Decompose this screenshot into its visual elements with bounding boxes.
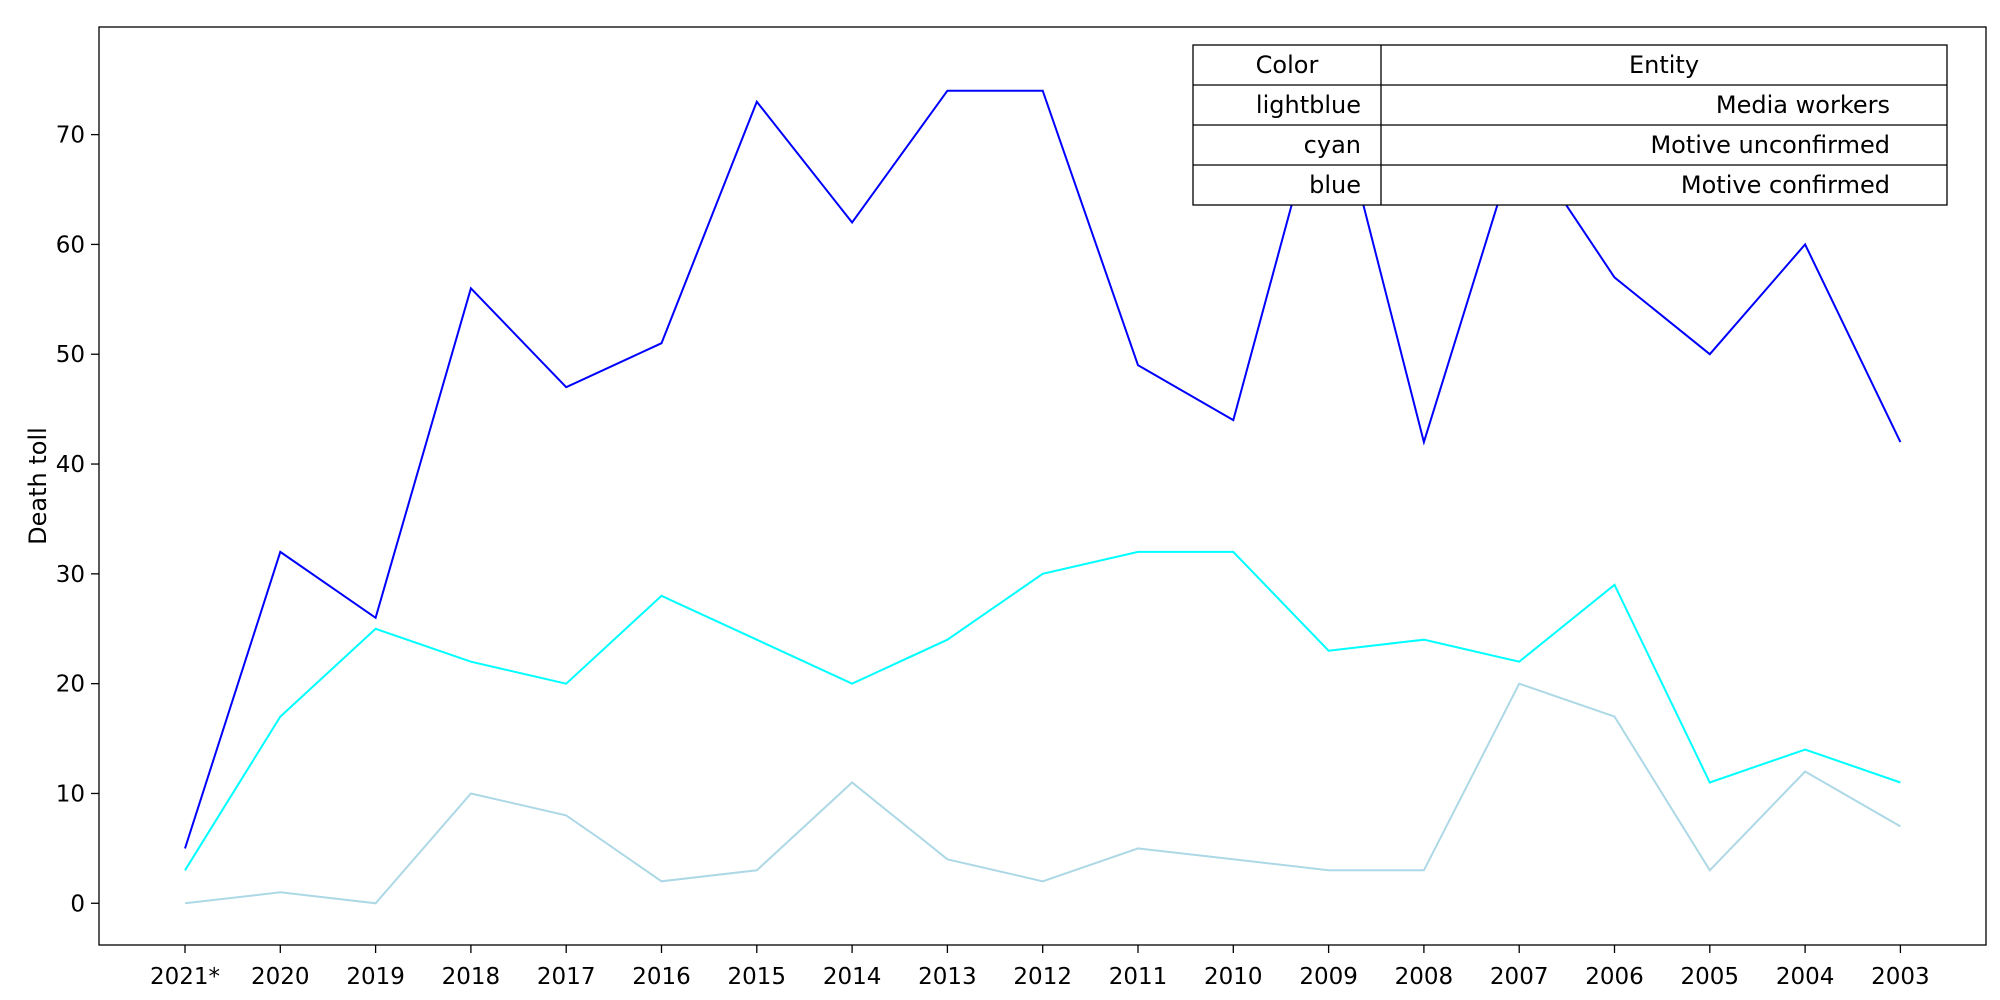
x-tick-label: 2020 — [251, 964, 310, 990]
x-tick-label: 2019 — [346, 964, 405, 990]
y-tick-label: 10 — [56, 781, 85, 807]
y-axis: 0 10 20 30 40 50 60 70 — [56, 123, 99, 917]
x-tick-label: 2011 — [1109, 964, 1168, 990]
x-tick-label: 2006 — [1585, 964, 1644, 990]
y-tick-label: 50 — [56, 342, 85, 368]
x-tick-label: 2009 — [1299, 964, 1358, 990]
legend-cell-entity: Motive confirmed — [1681, 171, 1890, 199]
series-line-media-workers — [184, 682, 1901, 905]
series-line-motive-unconfirmed — [184, 550, 1901, 871]
x-axis: 2021* 2020 2019 2018 2017 2016 2015 2014 2013 201… — [150, 945, 1930, 990]
y-tick-label: 0 — [70, 891, 85, 917]
legend-cell-color: cyan — [1304, 131, 1361, 159]
x-tick-label: 2010 — [1204, 964, 1263, 990]
x-tick-label: 2016 — [632, 964, 691, 990]
series-line-motive-confirmed — [184, 64, 1902, 849]
y-tick-label: 40 — [56, 452, 85, 478]
legend-cell-entity: Motive unconfirmed — [1650, 131, 1890, 159]
x-tick-label: 2012 — [1013, 964, 1072, 990]
legend-table: Color Entity lightblue Media workers cyan Mot… — [1192, 44, 1948, 206]
x-tick-label: 2005 — [1681, 964, 1740, 990]
series-lines — [184, 64, 1902, 905]
legend-cell-color: lightblue — [1256, 91, 1361, 119]
x-tick-label: 2014 — [823, 964, 882, 990]
x-tick-label: 2018 — [442, 964, 501, 990]
legend-header-color: Color — [1256, 51, 1319, 79]
y-tick-label: 30 — [56, 562, 85, 588]
y-tick-label: 70 — [56, 123, 85, 149]
y-tick-label: 20 — [56, 672, 85, 698]
x-tick-label: 2015 — [728, 964, 787, 990]
x-tick-label: 2017 — [537, 964, 596, 990]
legend-cell-color: blue — [1309, 171, 1361, 199]
legend-header-entity: Entity — [1629, 51, 1699, 79]
y-axis-label: Death toll — [24, 427, 52, 545]
y-tick-label: 60 — [56, 232, 85, 258]
legend-cell-entity: Media workers — [1716, 91, 1890, 119]
x-tick-label: 2007 — [1490, 964, 1549, 990]
x-tick-label: 2004 — [1776, 964, 1835, 990]
x-tick-label: 2008 — [1395, 964, 1454, 990]
x-tick-label: 2013 — [918, 964, 977, 990]
x-tick-label: 2003 — [1871, 964, 1930, 990]
x-tick-label: 2021* — [150, 964, 220, 990]
